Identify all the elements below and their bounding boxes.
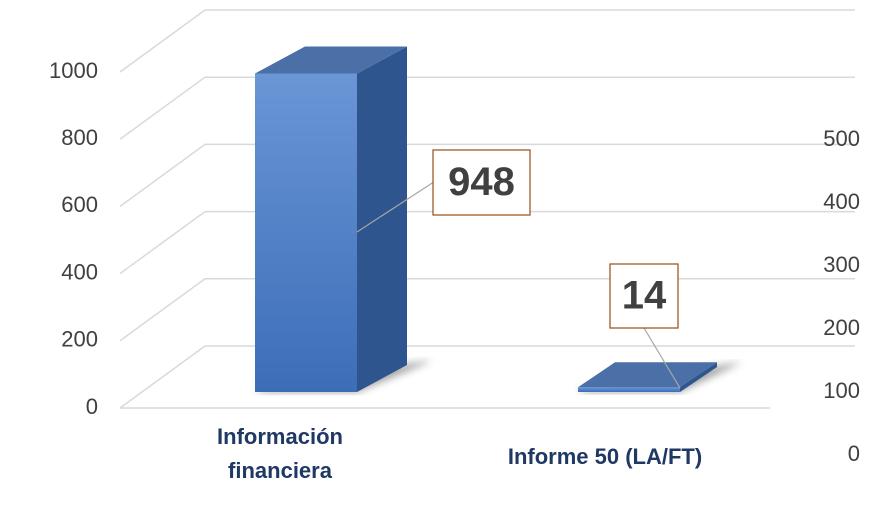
y2-tick-label: 300: [823, 252, 860, 277]
bar: [255, 73, 357, 393]
grid-line: [119, 143, 855, 208]
x-tick-label: Informe 50 (LA/FT): [507, 444, 703, 469]
data-label: 14: [622, 274, 667, 318]
y-tick-label: 600: [61, 192, 98, 217]
y2-tick-label: 200: [823, 315, 860, 340]
y2-tick-label: 500: [823, 126, 860, 151]
bar-side: [680, 362, 717, 392]
grid-line: [119, 278, 855, 342]
leader-line: [356, 181, 434, 233]
y-tick-label: 0: [86, 394, 98, 419]
grid-line: [119, 210, 855, 275]
bar-top: [578, 362, 717, 388]
y-tick-label: 400: [61, 259, 98, 284]
grid-line: [119, 345, 855, 409]
leader-line: [643, 327, 681, 389]
y2-tick-label: 0: [848, 441, 860, 466]
y2-tick-label: 100: [823, 378, 860, 403]
grid-line: [119, 76, 855, 140]
y-tick-label: 1000: [49, 58, 98, 83]
bar-top: [255, 46, 407, 74]
y2-tick-label: 400: [823, 189, 860, 214]
bar-side: [357, 46, 407, 393]
bar: [578, 387, 680, 392]
y-tick-label: 200: [61, 327, 98, 352]
data-label-box: [609, 263, 679, 329]
grid-line: [119, 9, 855, 73]
data-label: 948: [448, 160, 515, 204]
y-tick-label: 800: [61, 125, 98, 150]
data-label-box: [432, 149, 531, 216]
x-tick-label: Información financiera: [217, 424, 343, 483]
